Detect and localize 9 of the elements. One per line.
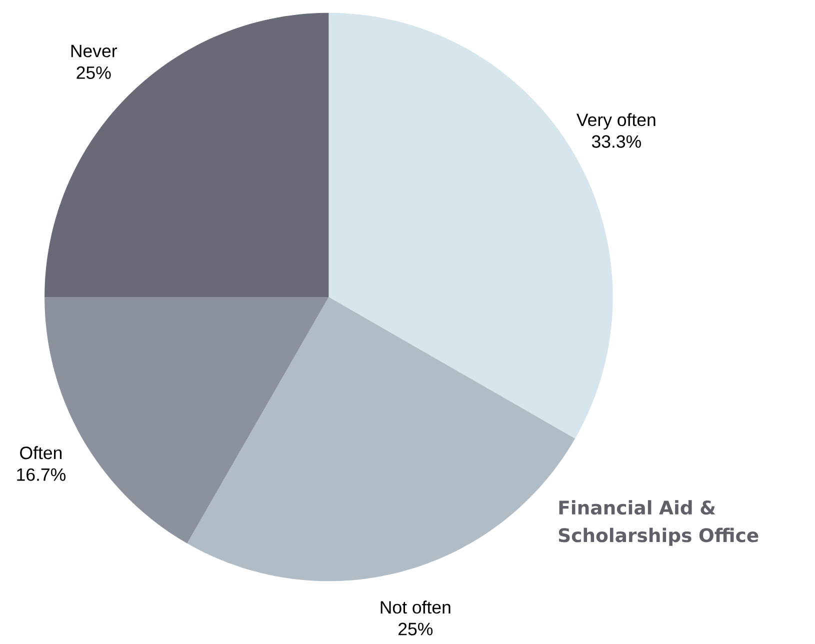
data-label: 16.7% (17, 468, 66, 482)
slice-label: Never (71, 45, 117, 58)
data-label: 25% (398, 622, 433, 636)
slice-label: Often (20, 446, 62, 460)
slice-label: Not often (380, 600, 450, 614)
text: Financial Aid & Scholarships Office (558, 500, 758, 546)
data-label: 33.3% (592, 136, 641, 148)
slice-label: Very often (576, 113, 656, 130)
data-label: 25% (76, 66, 111, 80)
